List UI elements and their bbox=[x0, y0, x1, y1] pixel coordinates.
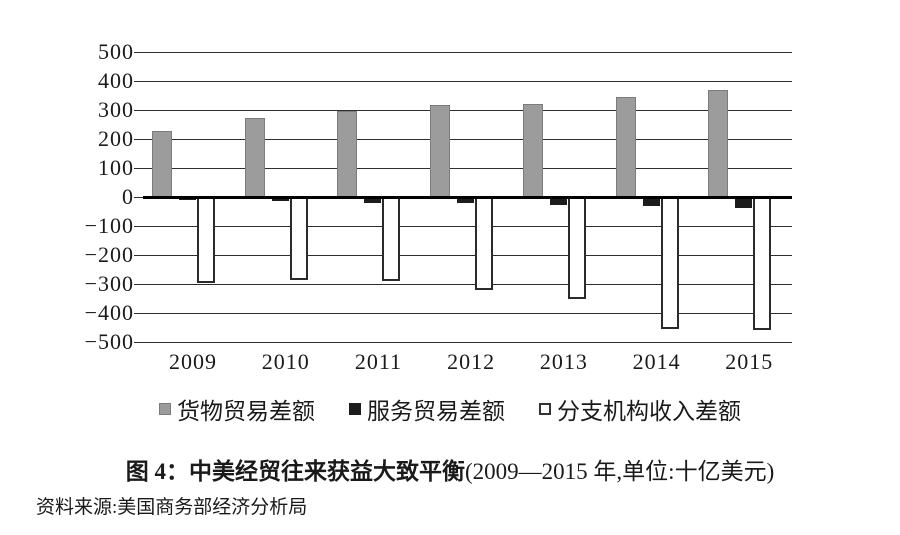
gridline bbox=[143, 109, 792, 111]
bar-services-2011 bbox=[364, 197, 382, 203]
gridline bbox=[143, 225, 792, 227]
bar-branch-2010 bbox=[289, 197, 308, 280]
bar-chart: 500 400 300 200 100 0 −100 −200 −300 −400 −500 2009… bbox=[84, 39, 792, 374]
gridline bbox=[143, 80, 792, 82]
legend-label-goods: 货物贸易差额 bbox=[177, 399, 315, 424]
bar-goods-2014 bbox=[615, 97, 636, 197]
legend-label-services: 服务贸易差额 bbox=[367, 399, 505, 424]
x-axis-zero-line bbox=[143, 195, 792, 199]
legend-swatch-goods bbox=[159, 403, 171, 415]
x-axis-label-2015: 2015 bbox=[725, 349, 774, 374]
y-axis-label: −500 bbox=[84, 329, 134, 354]
y-axis-tick bbox=[134, 341, 143, 343]
y-axis-label: 100 bbox=[98, 155, 134, 180]
caption-title: 图 4：中美经贸往来获益大致平衡 bbox=[125, 459, 466, 484]
y-axis-tick bbox=[134, 225, 143, 227]
x-axis-label-2009: 2009 bbox=[169, 349, 217, 374]
y-axis-tick bbox=[134, 138, 143, 140]
figure-caption: 图 4：中美经贸往来获益大致平衡(2009—2015 年,单位:十亿美元) bbox=[0, 452, 900, 486]
bar-goods-2015 bbox=[708, 90, 729, 197]
bar-goods-2013 bbox=[522, 103, 543, 197]
y-axis-label: −300 bbox=[84, 271, 134, 296]
bar-services-2013 bbox=[549, 197, 567, 205]
legend-swatch-branch bbox=[539, 403, 551, 415]
legend-label-branch: 分支机构收入差额 bbox=[557, 399, 741, 424]
chart-legend: 货物贸易差额 服务贸易差额 分支机构收入差额 bbox=[0, 392, 900, 426]
legend-item-services: 服务贸易差额 bbox=[349, 392, 505, 426]
bar-goods-2009 bbox=[152, 130, 172, 197]
x-axis-label-2010: 2010 bbox=[261, 349, 310, 374]
source-note: 资料来源:美国商务部经济分析局 bbox=[36, 497, 308, 518]
x-axis-label-2014: 2014 bbox=[632, 349, 681, 374]
legend-item-branch: 分支机构收入差额 bbox=[539, 392, 741, 426]
caption-subtitle: (2009—2015 年,单位:十亿美元) bbox=[465, 459, 775, 484]
y-axis-tick bbox=[134, 167, 143, 169]
gridline bbox=[143, 341, 792, 343]
y-axis-label: 0 bbox=[122, 184, 134, 209]
y-axis-label: 300 bbox=[98, 97, 134, 122]
bar-branch-2013 bbox=[567, 197, 586, 299]
bar-services-2010 bbox=[271, 197, 289, 202]
gridline bbox=[143, 254, 792, 256]
y-axis-label: 500 bbox=[98, 39, 134, 64]
x-axis-label-2013: 2013 bbox=[539, 349, 588, 374]
bar-goods-2010 bbox=[244, 117, 265, 197]
y-axis-label: 200 bbox=[98, 126, 134, 151]
bar-branch-2009 bbox=[197, 197, 215, 283]
y-axis-label: −400 bbox=[84, 300, 134, 325]
legend-swatch-services bbox=[349, 403, 361, 415]
y-axis-tick bbox=[134, 254, 143, 256]
y-axis-tick bbox=[134, 80, 143, 82]
y-axis-label: −100 bbox=[84, 213, 134, 238]
x-axis-label-2012: 2012 bbox=[447, 349, 496, 374]
y-axis-label: −200 bbox=[84, 242, 134, 267]
y-axis-tick bbox=[134, 109, 143, 111]
bar-goods-2011 bbox=[337, 110, 358, 197]
gridline bbox=[143, 167, 792, 169]
bar-branch-2011 bbox=[382, 197, 401, 282]
y-axis-tick bbox=[134, 312, 143, 314]
gridline bbox=[143, 283, 792, 285]
x-axis-label-2011: 2011 bbox=[354, 349, 403, 374]
bar-services-2012 bbox=[457, 197, 475, 204]
bar-branch-2014 bbox=[660, 197, 679, 329]
y-axis-tick bbox=[134, 196, 143, 198]
y-axis-tick bbox=[134, 51, 143, 53]
y-axis-label: 400 bbox=[98, 68, 134, 93]
bar-branch-2012 bbox=[475, 197, 494, 290]
gridline bbox=[143, 312, 792, 314]
bar-goods-2012 bbox=[430, 105, 451, 197]
legend-item-goods: 货物贸易差额 bbox=[159, 392, 315, 426]
gridline bbox=[143, 51, 792, 53]
gridline bbox=[143, 138, 792, 140]
bar-services-2014 bbox=[642, 197, 660, 207]
y-axis-tick bbox=[134, 283, 143, 285]
bar-branch-2015 bbox=[753, 197, 772, 331]
bar-services-2015 bbox=[735, 197, 753, 208]
